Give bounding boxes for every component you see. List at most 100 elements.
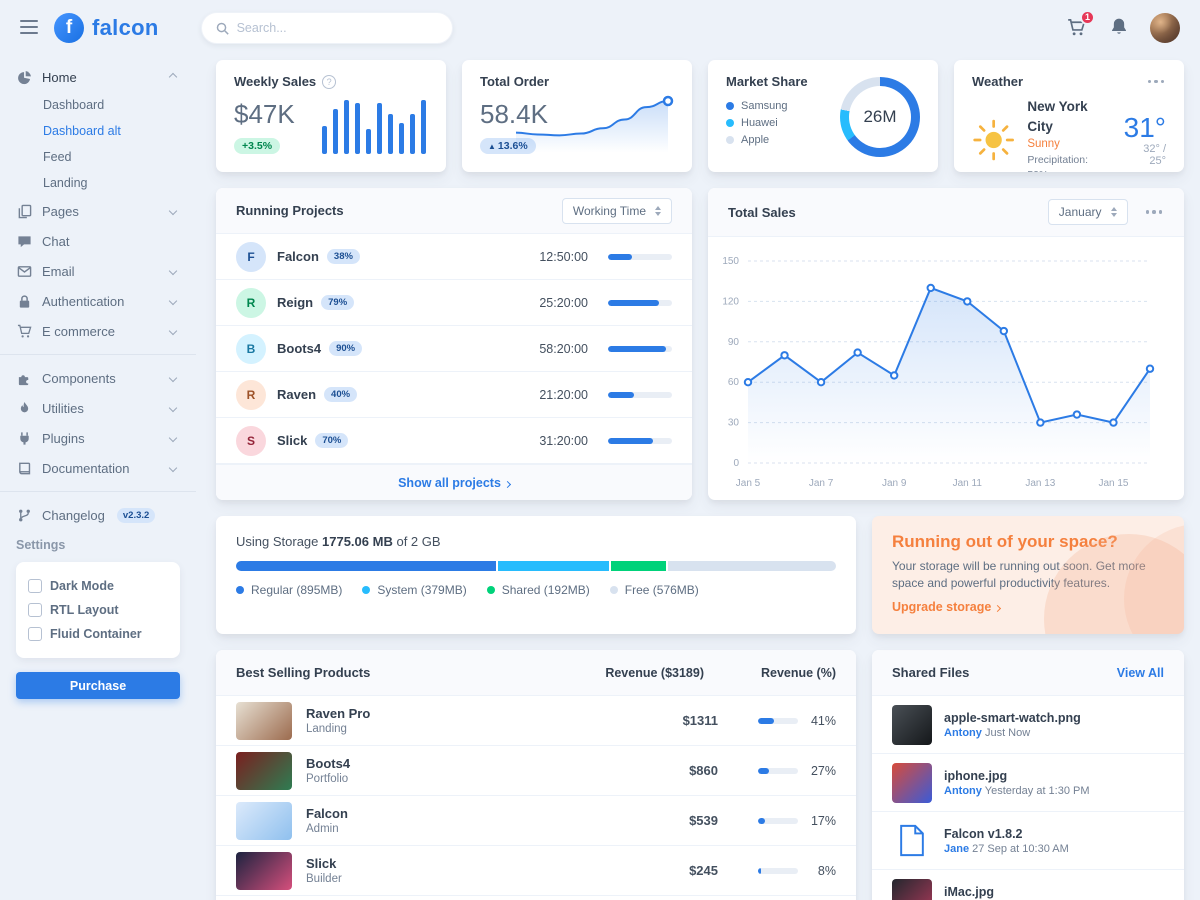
- sidebar-item-chat[interactable]: Chat: [16, 226, 180, 256]
- product-row-raven-pro[interactable]: Raven Pro Landing $1311 41%: [216, 696, 856, 746]
- product-row-falcon[interactable]: Falcon Admin $539 17%: [216, 796, 856, 846]
- product-revenue: $539: [689, 813, 718, 828]
- sidebar-item-landing[interactable]: Landing: [43, 176, 88, 190]
- chevron-right-icon: [503, 480, 511, 489]
- weather-precipitation: Precipitation: 50%: [1027, 153, 1089, 172]
- pages-icon: [16, 204, 32, 219]
- product-name[interactable]: Raven Pro: [306, 706, 371, 722]
- file-row-imac-jpg[interactable]: iMac.jpgRowen 23 Sep at 6:10 PM: [872, 870, 1184, 900]
- sidebar-item-components[interactable]: Components: [16, 363, 180, 393]
- storage-legend-regular-895mb-: Regular (895MB): [236, 583, 342, 597]
- product-category[interactable]: Admin: [306, 822, 339, 835]
- running-projects-title: Running Projects: [236, 203, 344, 218]
- weather-temperature: 31°: [1123, 112, 1166, 144]
- product-category[interactable]: Landing: [306, 722, 347, 735]
- weekly-sales-change-badge: +3.5%: [234, 138, 281, 154]
- view-all-link[interactable]: View All: [1116, 665, 1164, 680]
- setting-toggle-dark-mode[interactable]: Dark Mode: [28, 574, 168, 598]
- weather-city: New York City: [1027, 99, 1088, 134]
- product-category[interactable]: Builder: [306, 872, 342, 885]
- project-row-falcon[interactable]: F Falcon 38% 12:50:00: [216, 234, 692, 280]
- upgrade-storage-link[interactable]: Upgrade storage: [892, 600, 1002, 614]
- project-percent-badge: 38%: [326, 249, 360, 264]
- setting-toggle-fluid-container[interactable]: Fluid Container: [28, 622, 168, 646]
- file-row-apple-smart-watch-png[interactable]: apple-smart-watch.png Antony Just Now: [872, 696, 1184, 754]
- file-owner-link[interactable]: Jane: [944, 843, 970, 856]
- project-row-boots4[interactable]: B Boots4 90% 58:20:00: [216, 326, 692, 372]
- weekly-sales-card: Weekly Sales ? $47K +3.5%: [216, 60, 446, 172]
- file-row-falcon-v1-8-2[interactable]: Falcon v1.8.2 Jane 27 Sep at 10:30 AM: [872, 812, 1184, 870]
- file-name[interactable]: iMac.jpg: [944, 884, 995, 899]
- project-row-raven[interactable]: R Raven 40% 21:20:00: [216, 372, 692, 418]
- total-sales-card: Total Sales January 0 30 60 90 120 150 Jan 5 Ja…: [708, 188, 1184, 500]
- storage-segment-system-379mb-: [498, 561, 609, 571]
- sidebar-item-plugins[interactable]: Plugins: [16, 423, 180, 453]
- show-all-projects-link[interactable]: Show all projects: [398, 476, 511, 490]
- file-owner-link[interactable]: Antony: [944, 727, 982, 740]
- total-order-card: Total Order 58.4K ▲ 13.6%: [462, 60, 692, 172]
- storage-usage-bar: [236, 561, 836, 571]
- cart-button[interactable]: 1: [1065, 9, 1095, 41]
- hamburger-menu-button[interactable]: [16, 16, 42, 41]
- chat-icon: [16, 234, 32, 249]
- product-name[interactable]: Boots4: [306, 756, 351, 772]
- logo[interactable]: f falcon: [54, 13, 159, 43]
- storage-legend-system-379mb-: System (379MB): [362, 583, 467, 597]
- sidebar-item-e-commerce[interactable]: E commerce: [16, 316, 180, 346]
- storage-label: Using Storage 1775.06 MB of 2 GB: [236, 534, 441, 549]
- svg-text:90: 90: [728, 337, 740, 348]
- product-name[interactable]: Slick: [306, 856, 337, 872]
- project-progress-bar: [608, 345, 672, 352]
- product-thumbnail: [236, 701, 292, 740]
- file-name[interactable]: apple-smart-watch.png: [944, 710, 1081, 725]
- sidebar-item-email[interactable]: Email: [16, 256, 180, 286]
- search-box[interactable]: [200, 12, 453, 44]
- product-row-slick[interactable]: Slick Builder $245 8%: [216, 846, 856, 896]
- project-row-reign[interactable]: R Reign 79% 25:20:00: [216, 280, 692, 326]
- help-icon[interactable]: ?: [322, 74, 337, 89]
- working-time-select[interactable]: Working Time: [561, 197, 672, 224]
- setting-toggle-rtl-layout[interactable]: RTL Layout: [28, 598, 168, 622]
- sidebar-item-feed[interactable]: Feed: [43, 150, 72, 164]
- file-row-iphone-jpg[interactable]: iphone.jpg Antony Yesterday at 1:30 PM: [872, 754, 1184, 812]
- weather-more-options-button[interactable]: [1146, 76, 1167, 88]
- storage-segment-free-576mb-: [668, 561, 836, 571]
- purchase-button[interactable]: Purchase: [16, 672, 180, 699]
- project-time: 21:20:00: [539, 387, 588, 402]
- sidebar-item-changelog[interactable]: Changelog v2.3.2: [16, 500, 180, 530]
- svg-text:Jan 13: Jan 13: [1025, 478, 1055, 489]
- file-timestamp: Just Now: [984, 727, 1031, 740]
- user-avatar[interactable]: [1150, 13, 1180, 43]
- checkbox[interactable]: [28, 579, 42, 593]
- product-row[interactable]: [216, 896, 856, 900]
- project-row-slick[interactable]: S Slick 70% 31:20:00: [216, 418, 692, 464]
- svg-text:Jan 7: Jan 7: [809, 478, 834, 489]
- weather-card: Weather New York City: [954, 60, 1184, 172]
- file-timestamp: 27 Sep at 10:30 AM: [972, 843, 1069, 856]
- checkbox[interactable]: [28, 627, 42, 641]
- sidebar-item-home[interactable]: Home: [16, 62, 180, 92]
- file-name[interactable]: iphone.jpg: [944, 768, 1008, 783]
- sidebar-item-documentation[interactable]: Documentation: [16, 453, 180, 483]
- sidebar-item-authentication[interactable]: Authentication: [16, 286, 180, 316]
- notifications-button[interactable]: [1108, 15, 1130, 41]
- product-category[interactable]: Portfolio: [306, 772, 349, 785]
- search-input[interactable]: [236, 21, 438, 35]
- product-row-boots4[interactable]: Boots4 Portfolio $860 27%: [216, 746, 856, 796]
- sidebar-item-dashboard-alt[interactable]: Dashboard alt: [43, 124, 121, 138]
- file-name[interactable]: Falcon v1.8.2: [944, 826, 1023, 841]
- product-name[interactable]: Falcon: [306, 806, 348, 822]
- cart-icon: [16, 324, 32, 339]
- sidebar-item-pages[interactable]: Pages: [16, 196, 180, 226]
- weekly-sales-value: $47K: [234, 99, 295, 129]
- total-sales-more-options-button[interactable]: [1144, 206, 1165, 218]
- sidebar-item-utilities[interactable]: Utilities: [16, 393, 180, 423]
- envelope-icon: [16, 264, 32, 279]
- sidebar-item-dashboard[interactable]: Dashboard: [43, 98, 105, 112]
- svg-text:120: 120: [722, 296, 739, 307]
- file-owner-link[interactable]: Antony: [944, 785, 982, 798]
- shared-files-title: Shared Files: [892, 665, 970, 680]
- checkbox[interactable]: [28, 603, 42, 617]
- month-select[interactable]: January: [1047, 199, 1128, 225]
